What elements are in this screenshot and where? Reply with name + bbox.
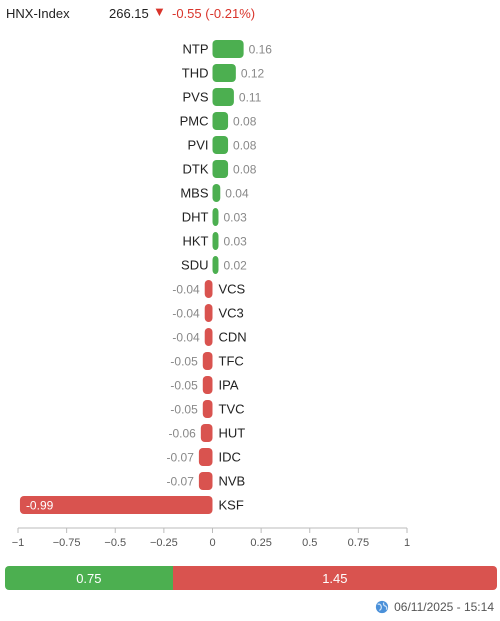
bar-cdn — [204, 328, 213, 346]
value-label-ipa: -0.05 — [170, 379, 198, 393]
bar-thd — [212, 64, 236, 82]
value-label-pvi: 0.08 — [233, 139, 257, 153]
bar-ntp — [212, 40, 244, 58]
timestamp-text: 06/11/2025 - 15:14 — [394, 600, 494, 614]
category-label-ksf: KSF — [219, 498, 244, 513]
summary-down-label: 1.45 — [322, 570, 348, 586]
value-label-nvb: -0.07 — [167, 475, 195, 489]
value-label-tvc: -0.05 — [170, 403, 198, 417]
summary-up-segment: 0.75 — [5, 566, 173, 590]
value-label-mbs: 0.04 — [225, 187, 249, 201]
bar-pmc — [212, 112, 229, 130]
bar-pvs — [212, 88, 234, 106]
value-label-idc: -0.07 — [167, 451, 195, 465]
bar-vc3 — [204, 304, 213, 322]
category-label-cdn: CDN — [219, 330, 247, 345]
category-label-pvs: PVS — [182, 90, 208, 105]
category-label-nvb: NVB — [219, 474, 246, 489]
value-label-cdn: -0.04 — [172, 331, 200, 345]
bar-mbs — [212, 184, 221, 202]
value-label-dtk: 0.08 — [233, 163, 257, 177]
value-label-ntp: 0.16 — [249, 43, 273, 57]
contribution-bar-chart: NTP 0.16 THD 0.12 PVS 0.11 PMC 0.08 PVI 0.08 DTK 0.… — [12, 40, 410, 549]
index-name: HNX-Index — [6, 6, 70, 21]
bar-dtk — [212, 160, 229, 178]
category-label-idc: IDC — [219, 450, 241, 465]
bar-tfc — [202, 352, 213, 370]
value-label-ksf: -0.99 — [26, 499, 54, 513]
value-label-vcs: -0.04 — [172, 283, 200, 297]
timestamp: 06/11/2025 - 15:14 — [375, 600, 494, 614]
x-tick-label: 0 — [209, 537, 215, 549]
summary-up-label: 0.75 — [76, 570, 102, 586]
category-label-hkt: HKT — [183, 234, 209, 249]
category-label-vc3: VC3 — [219, 306, 244, 321]
category-label-tfc: TFC — [219, 354, 244, 369]
category-label-mbs: MBS — [180, 186, 209, 201]
value-label-hut: -0.06 — [168, 427, 196, 441]
bar-nvb — [198, 472, 213, 490]
bar-vcs — [204, 280, 213, 298]
bar-ksf — [19, 496, 213, 514]
x-tick-label: 1 — [404, 537, 410, 549]
category-label-thd: THD — [182, 66, 209, 81]
index-change: -0.55 (-0.21%) — [172, 6, 256, 21]
x-tick-label: −1 — [12, 537, 25, 549]
x-tick-label: −0.25 — [150, 537, 178, 549]
value-label-pvs: 0.11 — [239, 91, 262, 105]
value-label-thd: 0.12 — [241, 67, 265, 81]
x-tick-label: −0.5 — [104, 537, 126, 549]
index-header: HNX-Index 266.15 ▼ -0.55 (-0.21%) — [6, 4, 494, 24]
category-label-tvc: TVC — [219, 402, 245, 417]
category-label-sdu: SDU — [181, 258, 208, 273]
category-label-pmc: PMC — [180, 114, 209, 129]
bar-ipa — [202, 376, 213, 394]
down-arrow-icon: ▼ — [153, 4, 166, 19]
x-tick-label: 0.5 — [302, 537, 317, 549]
category-label-hut: HUT — [219, 426, 246, 441]
category-label-dtk: DTK — [183, 162, 209, 177]
x-tick-label: 0.75 — [348, 537, 369, 549]
bar-sdu — [212, 256, 219, 274]
category-label-pvi: PVI — [188, 138, 209, 153]
value-label-sdu: 0.02 — [224, 259, 248, 273]
category-label-dht: DHT — [182, 210, 209, 225]
value-label-pmc: 0.08 — [233, 115, 257, 129]
bar-hut — [200, 424, 213, 442]
x-tick-label: −0.75 — [53, 537, 81, 549]
value-label-dht: 0.03 — [224, 211, 248, 225]
category-label-vcs: VCS — [219, 282, 246, 297]
value-label-vc3: -0.04 — [172, 307, 200, 321]
bar-hkt — [212, 232, 219, 250]
bar-dht — [212, 208, 219, 226]
breadth-summary-bar: 0.75 1.45 — [5, 566, 497, 590]
globe-icon — [376, 600, 389, 614]
bar-pvi — [212, 136, 229, 154]
index-value: 266.15 — [109, 6, 149, 21]
bar-tvc — [202, 400, 213, 418]
value-label-tfc: -0.05 — [170, 355, 198, 369]
summary-down-segment: 1.45 — [172, 566, 497, 590]
bar-idc — [198, 448, 213, 466]
category-label-ntp: NTP — [183, 42, 209, 57]
value-label-hkt: 0.03 — [224, 235, 248, 249]
category-label-ipa: IPA — [219, 378, 239, 393]
x-tick-label: 0.25 — [250, 537, 271, 549]
